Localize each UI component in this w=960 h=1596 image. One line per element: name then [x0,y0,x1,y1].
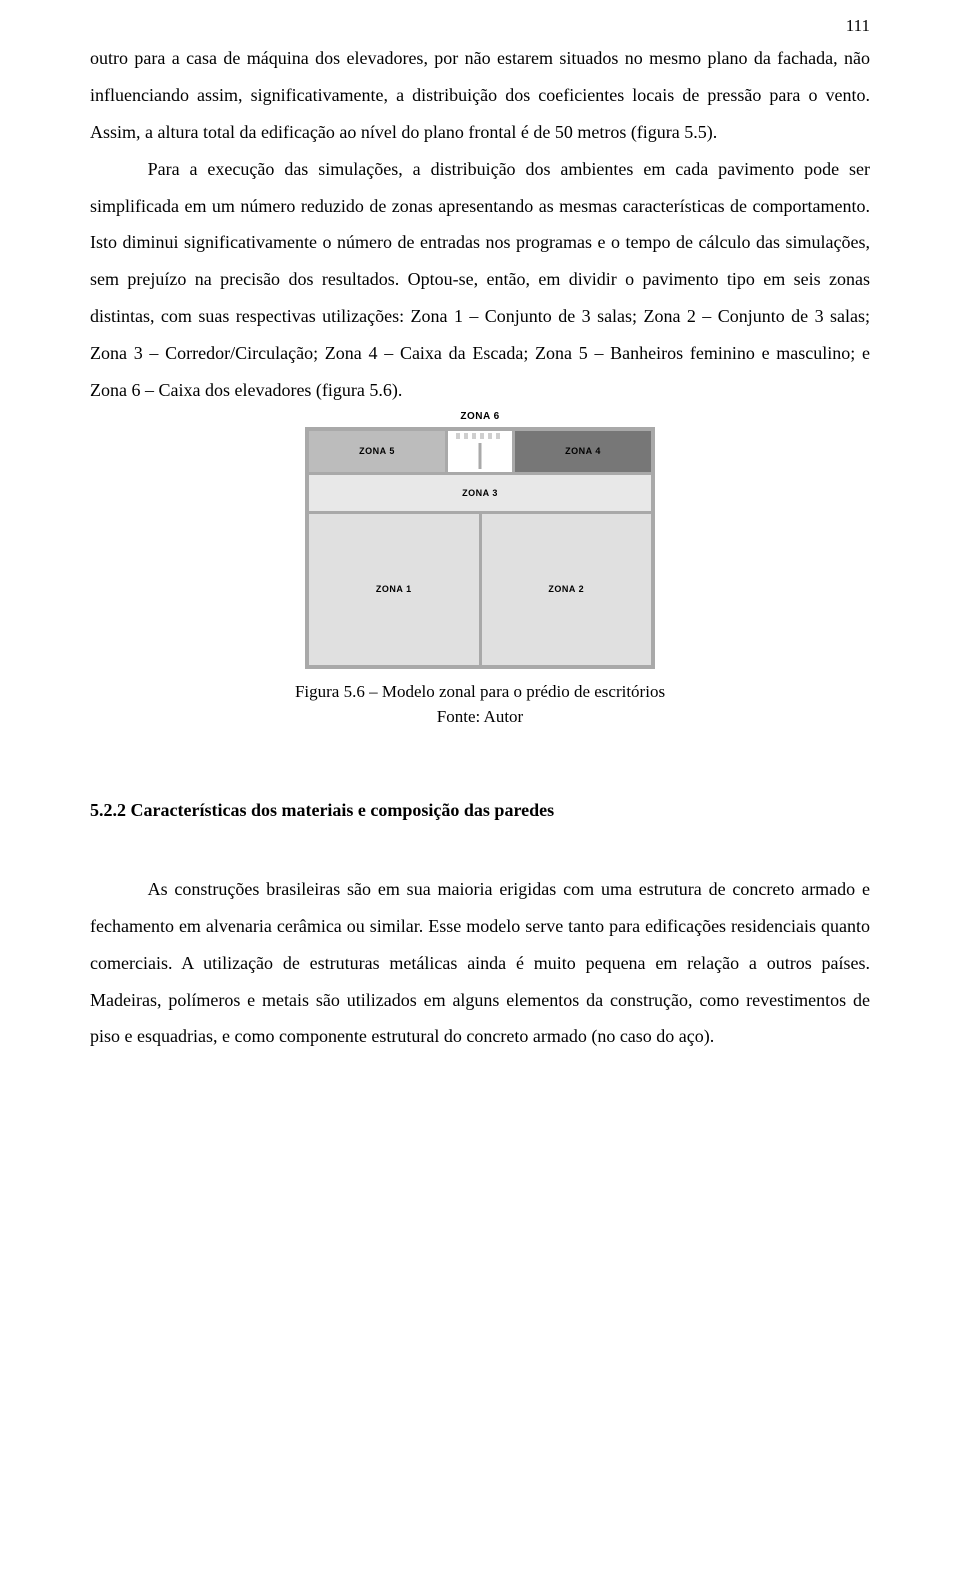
figure-caption: Figura 5.6 – Modelo zonal para o prédio … [90,679,870,730]
page-number: 111 [846,16,870,36]
body-paragraph-block-2: As construções brasileiras são em sua ma… [90,871,870,1055]
zone-5-box: ZONA 5 [309,431,448,475]
figure-caption-line-1: Figura 5.6 – Modelo zonal para o prédio … [295,682,665,701]
zone-2-box: ZONA 2 [482,514,652,665]
paragraph-3: As construções brasileiras são em sua ma… [90,871,870,1055]
zone-6-box [448,431,512,475]
zone-4-box: ZONA 4 [512,431,651,475]
row-bottom: ZONA 1 ZONA 2 [309,514,651,665]
row-top: ZONA 5 ZONA 4 [309,431,651,475]
paragraph-1: outro para a casa de máquina dos elevado… [90,40,870,151]
zone-1-box: ZONA 1 [309,514,482,665]
zone-6-label: ZONA 6 [460,411,499,422]
section-heading-5-2-2: 5.2.2 Características dos materiais e co… [90,800,870,821]
figure-5-6: ZONA 6 ZONA 5 ZONA 4 ZONA 3 ZONA 1 ZONA … [90,427,870,730]
paragraph-2: Para a execução das simulações, a distri… [90,151,870,409]
zonal-floorplan: ZONA 6 ZONA 5 ZONA 4 ZONA 3 ZONA 1 ZONA … [305,427,655,669]
document-page: 111 outro para a casa de máquina dos ele… [0,0,960,1596]
body-paragraph-block-1: outro para a casa de máquina dos elevado… [90,40,870,409]
figure-caption-line-2: Fonte: Autor [437,707,523,726]
figure-diagram: ZONA 6 ZONA 5 ZONA 4 ZONA 3 ZONA 1 ZONA … [305,427,655,669]
zone-3-corridor: ZONA 3 [309,475,651,514]
